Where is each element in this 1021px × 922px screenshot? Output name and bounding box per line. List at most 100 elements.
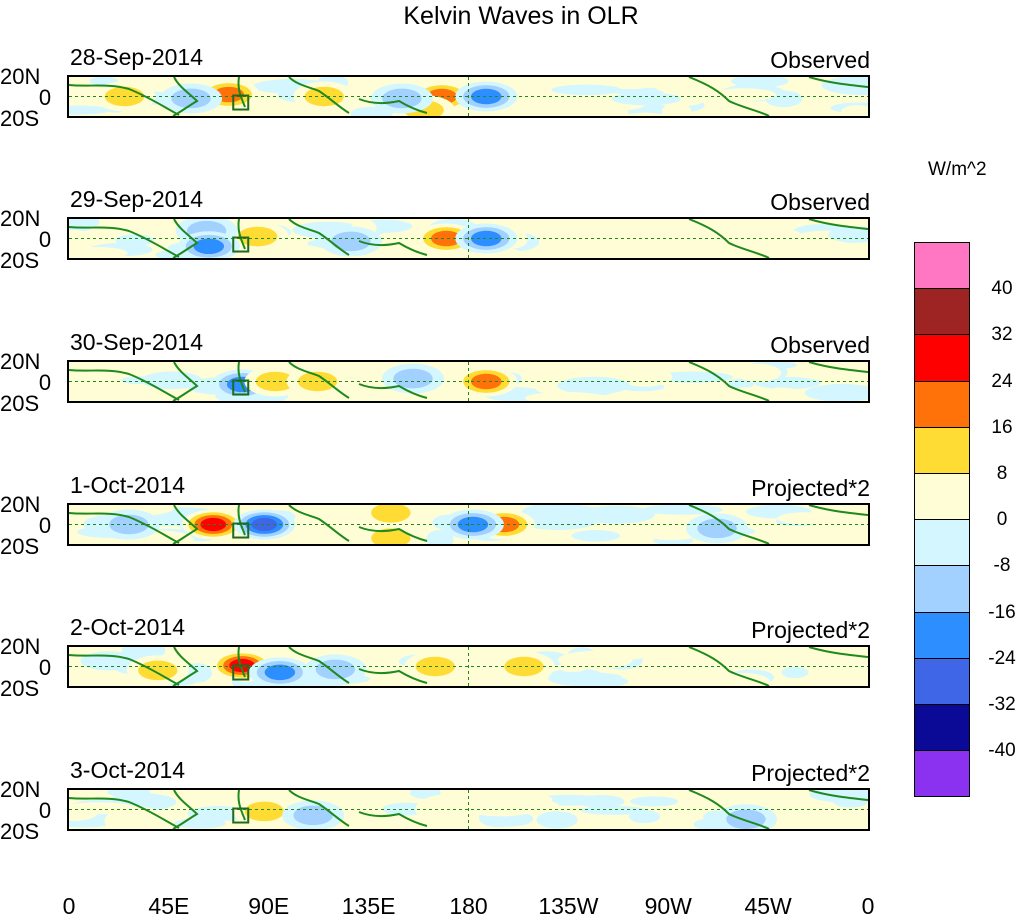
background-anomaly bbox=[646, 222, 698, 239]
colorbar-label: 40 bbox=[991, 278, 1013, 300]
olr-feature bbox=[455, 223, 518, 254]
background-anomaly bbox=[182, 663, 213, 683]
panel-date: 3-Oct-2014 bbox=[70, 757, 186, 783]
olr-feature bbox=[359, 505, 422, 528]
lon-label: 180 bbox=[449, 893, 488, 919]
coastline bbox=[172, 505, 199, 544]
colorbar-swatch bbox=[914, 611, 970, 659]
lat-label: 20S bbox=[0, 819, 40, 844]
coastline bbox=[808, 219, 868, 230]
colorbar-swatch bbox=[914, 472, 970, 521]
lat-label: 20S bbox=[0, 391, 40, 416]
coastline bbox=[237, 219, 246, 250]
background-anomaly bbox=[630, 796, 679, 807]
lat-label: 0 bbox=[38, 655, 52, 680]
background-anomaly bbox=[293, 245, 324, 258]
coastline bbox=[69, 84, 180, 116]
background-anomaly bbox=[580, 805, 647, 815]
background-anomaly bbox=[653, 77, 679, 93]
contour-level bbox=[471, 88, 502, 105]
coastline bbox=[688, 77, 770, 116]
panel-type: Observed bbox=[770, 47, 870, 73]
lon-label: 90W bbox=[644, 893, 692, 919]
map-panel bbox=[67, 217, 870, 260]
coastline bbox=[172, 362, 199, 401]
olr-feature bbox=[248, 657, 311, 686]
background-anomaly bbox=[774, 805, 802, 815]
background-anomaly bbox=[557, 650, 633, 670]
contour-level bbox=[293, 805, 333, 826]
coastline bbox=[237, 647, 246, 678]
colorbar-label: -8 bbox=[993, 555, 1011, 577]
coastline bbox=[358, 240, 428, 256]
contour-level bbox=[504, 656, 544, 677]
background-anomaly bbox=[536, 811, 578, 829]
background-anomaly bbox=[581, 243, 636, 258]
lat-label: 20S bbox=[0, 106, 40, 131]
olr-feature bbox=[415, 794, 478, 825]
olr-feature bbox=[126, 655, 189, 686]
olr-heatmap bbox=[69, 647, 868, 686]
lon-label: 45W bbox=[744, 893, 792, 919]
olr-feature bbox=[282, 800, 345, 829]
panel-date: 2-Oct-2014 bbox=[70, 614, 186, 640]
map-panel bbox=[67, 645, 870, 688]
coastline bbox=[69, 369, 180, 401]
coastline bbox=[808, 77, 868, 88]
lat-label: 20N bbox=[0, 634, 41, 659]
contour-level bbox=[109, 514, 149, 535]
panel-type: Observed bbox=[770, 189, 870, 215]
contour-level bbox=[138, 660, 178, 681]
lon-label: 135W bbox=[538, 893, 599, 919]
background-anomaly bbox=[711, 654, 765, 666]
contour-level bbox=[244, 801, 285, 822]
olr-feature bbox=[492, 651, 555, 682]
olr-feature bbox=[97, 509, 160, 540]
coastline bbox=[172, 219, 199, 258]
olr-feature bbox=[319, 226, 382, 257]
background-anomaly bbox=[736, 363, 782, 382]
contour-level bbox=[431, 230, 462, 247]
background-anomaly bbox=[804, 384, 868, 401]
coastline bbox=[172, 647, 199, 686]
reference-box bbox=[232, 522, 250, 539]
colorbar-label: 16 bbox=[991, 416, 1013, 438]
olr-feature bbox=[359, 523, 422, 544]
colorbar-swatch bbox=[914, 242, 970, 290]
colorbar-swatch bbox=[914, 703, 970, 752]
background-anomaly bbox=[759, 387, 806, 401]
contour-level bbox=[697, 518, 737, 539]
coastline bbox=[237, 505, 246, 536]
coastline bbox=[688, 647, 770, 686]
map-panel bbox=[67, 360, 870, 403]
colorbar-swatch bbox=[914, 519, 970, 567]
lon-label: 135E bbox=[341, 893, 396, 919]
contour-level bbox=[171, 88, 211, 109]
coastline bbox=[288, 362, 350, 399]
map-panel bbox=[67, 788, 870, 831]
background-anomaly bbox=[69, 803, 98, 821]
coastline bbox=[808, 362, 868, 373]
colorbar-label: -16 bbox=[988, 601, 1016, 623]
coastline bbox=[172, 77, 199, 116]
background-anomaly bbox=[839, 511, 868, 532]
lat-label: 0 bbox=[38, 798, 52, 823]
lat-label: 20S bbox=[0, 534, 40, 559]
contour-level bbox=[415, 794, 478, 825]
coastline bbox=[172, 790, 199, 829]
background-anomaly bbox=[739, 228, 801, 240]
coastline bbox=[688, 219, 770, 258]
background-anomaly bbox=[717, 672, 770, 686]
background-anomaly bbox=[664, 244, 725, 258]
lat-label: 0 bbox=[38, 85, 52, 110]
contour-level bbox=[331, 231, 371, 252]
contour-level bbox=[251, 517, 278, 532]
panel-date: 28-Sep-2014 bbox=[70, 44, 203, 70]
coastline bbox=[237, 790, 246, 821]
coastline bbox=[688, 362, 770, 401]
olr-heatmap bbox=[69, 505, 868, 544]
background-anomaly bbox=[641, 505, 723, 515]
coastline bbox=[688, 505, 770, 544]
coastline bbox=[69, 226, 180, 258]
coastline bbox=[808, 505, 868, 516]
